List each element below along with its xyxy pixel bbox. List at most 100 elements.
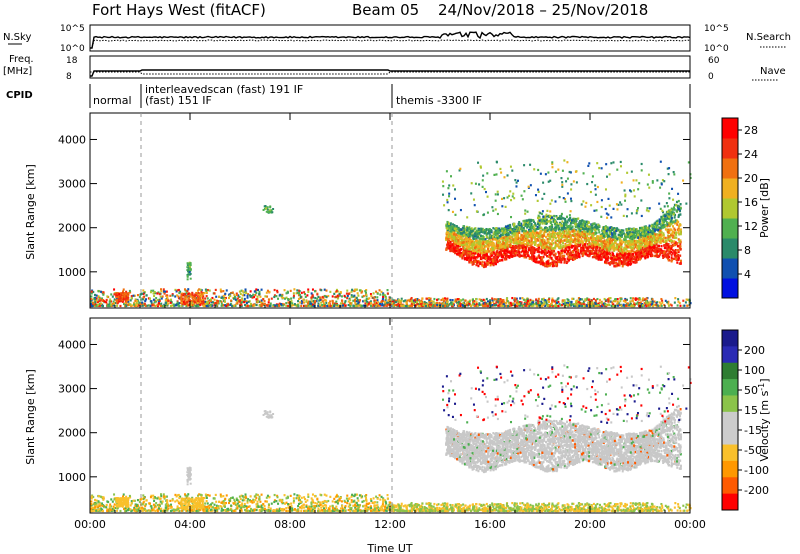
power-cell bbox=[508, 304, 511, 307]
power-cell bbox=[98, 304, 101, 308]
power-cell bbox=[674, 241, 677, 244]
nave-tick-bottom: 0 bbox=[708, 72, 714, 82]
power-cell bbox=[586, 232, 589, 235]
power-cell bbox=[673, 203, 676, 207]
power-cell bbox=[682, 299, 685, 302]
power-cell bbox=[538, 251, 541, 254]
power-cell bbox=[459, 299, 462, 302]
power-cell bbox=[602, 241, 605, 245]
power-cell bbox=[200, 298, 203, 301]
power-cell bbox=[268, 210, 271, 213]
power-cell bbox=[473, 304, 476, 308]
power-cell bbox=[376, 299, 379, 302]
power-cell bbox=[526, 301, 529, 305]
power-cell bbox=[91, 301, 94, 304]
power-cell bbox=[529, 303, 532, 306]
power-cell bbox=[336, 294, 339, 297]
power-cell bbox=[497, 256, 500, 259]
power-cell bbox=[670, 228, 673, 231]
power-cell bbox=[474, 250, 477, 253]
power-cell bbox=[595, 252, 598, 256]
power-cell bbox=[262, 208, 265, 211]
nave-label: Nave bbox=[760, 66, 786, 77]
power-cell bbox=[625, 240, 628, 243]
power-cell bbox=[638, 297, 641, 300]
power-cell bbox=[267, 301, 270, 304]
power-cell bbox=[526, 254, 529, 257]
power-cell bbox=[285, 296, 288, 299]
power-cell bbox=[502, 304, 505, 307]
power-cell bbox=[297, 300, 300, 303]
power-cell bbox=[241, 297, 244, 300]
power-cell bbox=[380, 290, 383, 293]
power-cell bbox=[663, 303, 666, 307]
power-cell bbox=[583, 304, 586, 308]
power-cell bbox=[90, 302, 93, 306]
power-cell bbox=[677, 250, 680, 254]
power-cell bbox=[662, 233, 665, 237]
power-cell bbox=[120, 295, 123, 298]
power-cell bbox=[614, 304, 617, 307]
power-cell bbox=[186, 262, 189, 265]
power-cell bbox=[629, 297, 632, 300]
power-cell bbox=[519, 297, 522, 300]
power-cell bbox=[626, 304, 629, 307]
power-cell bbox=[494, 303, 497, 307]
power-cell bbox=[153, 301, 156, 304]
power-cell bbox=[502, 254, 505, 257]
power-cell bbox=[677, 199, 680, 203]
power-cell bbox=[667, 304, 670, 307]
power-cell bbox=[291, 302, 294, 305]
power-cell bbox=[512, 302, 515, 305]
power-cell bbox=[577, 241, 580, 244]
power-cell bbox=[606, 255, 609, 259]
power-cell bbox=[677, 220, 680, 224]
power-cell bbox=[307, 288, 310, 291]
power-cell bbox=[650, 230, 653, 233]
power-cell bbox=[487, 228, 490, 231]
power-cell bbox=[156, 304, 159, 308]
power-cell bbox=[580, 303, 583, 306]
power-cell bbox=[296, 289, 299, 292]
power-cell bbox=[662, 224, 665, 227]
power-cell bbox=[531, 301, 534, 304]
power-cell bbox=[539, 229, 542, 233]
power-cell bbox=[677, 253, 680, 257]
power-cell bbox=[428, 301, 431, 304]
power-cell bbox=[469, 304, 472, 307]
power-cell bbox=[280, 304, 283, 307]
power-cell bbox=[524, 243, 527, 246]
power-cell bbox=[648, 224, 651, 227]
power-cell bbox=[323, 288, 326, 291]
power-cell bbox=[94, 293, 97, 297]
power-cell bbox=[329, 290, 332, 293]
power-cell bbox=[217, 300, 220, 303]
power-cell bbox=[280, 295, 283, 299]
power-cell bbox=[312, 304, 315, 308]
power-cell bbox=[541, 304, 544, 308]
power-cell bbox=[101, 304, 104, 308]
power-cell bbox=[642, 245, 645, 248]
power-cell bbox=[544, 304, 547, 307]
power-cell bbox=[409, 304, 412, 307]
power-cell bbox=[622, 303, 625, 306]
power-cell bbox=[543, 246, 546, 249]
power-cell bbox=[186, 278, 189, 281]
power-cell bbox=[278, 304, 281, 307]
nsky-panel: N.Sky 10^5 10^0 10^5 10^0 N.Search bbox=[3, 24, 791, 54]
power-cell bbox=[269, 206, 272, 209]
power-cell bbox=[453, 249, 456, 253]
power-cell bbox=[584, 241, 587, 244]
power-cell bbox=[181, 302, 184, 305]
power-cell bbox=[200, 295, 203, 298]
power-cell bbox=[494, 233, 497, 237]
power-cell bbox=[325, 289, 328, 292]
power-cell bbox=[670, 207, 673, 210]
power-cell bbox=[624, 259, 627, 262]
power-cell bbox=[523, 253, 526, 256]
power-cell bbox=[594, 224, 597, 227]
power-cell bbox=[529, 304, 532, 307]
power-cell bbox=[119, 292, 122, 295]
power-cell bbox=[102, 292, 105, 295]
power-cell bbox=[220, 290, 223, 293]
